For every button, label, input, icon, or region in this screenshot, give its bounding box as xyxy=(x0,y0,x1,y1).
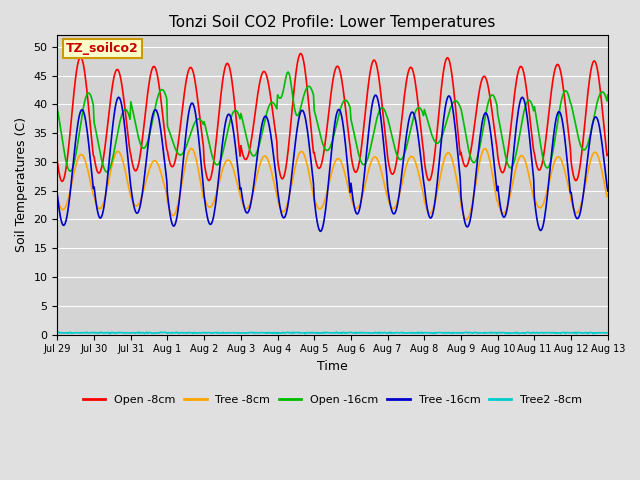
Tree -8cm xyxy=(604,191,612,197)
Tree2 -8cm xyxy=(198,330,205,336)
Tree2 -8cm xyxy=(433,330,441,336)
Tree -16cm xyxy=(317,228,324,234)
Tree2 -8cm xyxy=(325,330,333,336)
Tree -16cm xyxy=(174,206,182,212)
Tree -16cm xyxy=(555,109,563,115)
Tree -8cm xyxy=(378,172,386,178)
Line: Open -16cm: Open -16cm xyxy=(58,72,608,172)
Title: Tonzi Soil CO2 Profile: Lower Temperatures: Tonzi Soil CO2 Profile: Lower Temperatur… xyxy=(170,15,496,30)
Tree -8cm xyxy=(433,192,440,198)
Open -16cm xyxy=(175,152,183,157)
Tree -16cm xyxy=(433,179,441,184)
Open -8cm xyxy=(433,126,441,132)
Tree -8cm xyxy=(555,154,563,160)
Line: Tree2 -8cm: Tree2 -8cm xyxy=(58,332,608,334)
Open -8cm xyxy=(555,63,563,69)
Tree -8cm xyxy=(463,216,470,222)
Open -16cm xyxy=(380,105,387,111)
Open -8cm xyxy=(54,159,61,165)
Tree2 -8cm xyxy=(380,330,387,336)
Tree2 -8cm xyxy=(54,330,61,336)
Line: Open -8cm: Open -8cm xyxy=(58,53,608,181)
X-axis label: Time: Time xyxy=(317,360,348,373)
Open -16cm xyxy=(326,145,333,151)
Y-axis label: Soil Temperatures (C): Soil Temperatures (C) xyxy=(15,118,28,252)
Tree -16cm xyxy=(380,135,387,141)
Tree -8cm xyxy=(174,200,182,206)
Tree2 -8cm xyxy=(555,330,563,336)
Tree -16cm xyxy=(325,177,333,182)
Line: Tree -16cm: Tree -16cm xyxy=(58,95,608,231)
Open -16cm xyxy=(284,69,292,75)
Tree2 -8cm xyxy=(301,331,309,336)
Line: Tree -8cm: Tree -8cm xyxy=(58,149,608,219)
Tree2 -8cm xyxy=(604,330,612,336)
Open -16cm xyxy=(199,120,207,126)
Open -16cm xyxy=(433,140,441,146)
Tree -8cm xyxy=(54,195,61,201)
Open -16cm xyxy=(555,111,563,117)
Open -8cm xyxy=(380,111,387,117)
Tree -16cm xyxy=(198,168,205,174)
Tree -8cm xyxy=(188,146,195,152)
Open -16cm xyxy=(103,169,111,175)
Open -16cm xyxy=(54,106,61,112)
Tree -16cm xyxy=(604,188,612,194)
Tree -16cm xyxy=(54,192,61,198)
Open -16cm xyxy=(604,92,612,97)
Open -8cm xyxy=(297,50,305,56)
Open -8cm xyxy=(175,135,183,141)
Tree2 -8cm xyxy=(174,330,182,336)
Tree2 -8cm xyxy=(333,329,340,335)
Open -8cm xyxy=(604,151,612,157)
Open -8cm xyxy=(58,179,66,184)
Tree -8cm xyxy=(325,181,333,187)
Tree -8cm xyxy=(199,191,207,197)
Legend: Open -8cm, Tree -8cm, Open -16cm, Tree -16cm, Tree2 -8cm: Open -8cm, Tree -8cm, Open -16cm, Tree -… xyxy=(79,391,587,410)
Open -8cm xyxy=(199,138,207,144)
Text: TZ_soilco2: TZ_soilco2 xyxy=(66,42,138,55)
Open -8cm xyxy=(326,103,333,108)
Tree -16cm xyxy=(372,92,380,98)
